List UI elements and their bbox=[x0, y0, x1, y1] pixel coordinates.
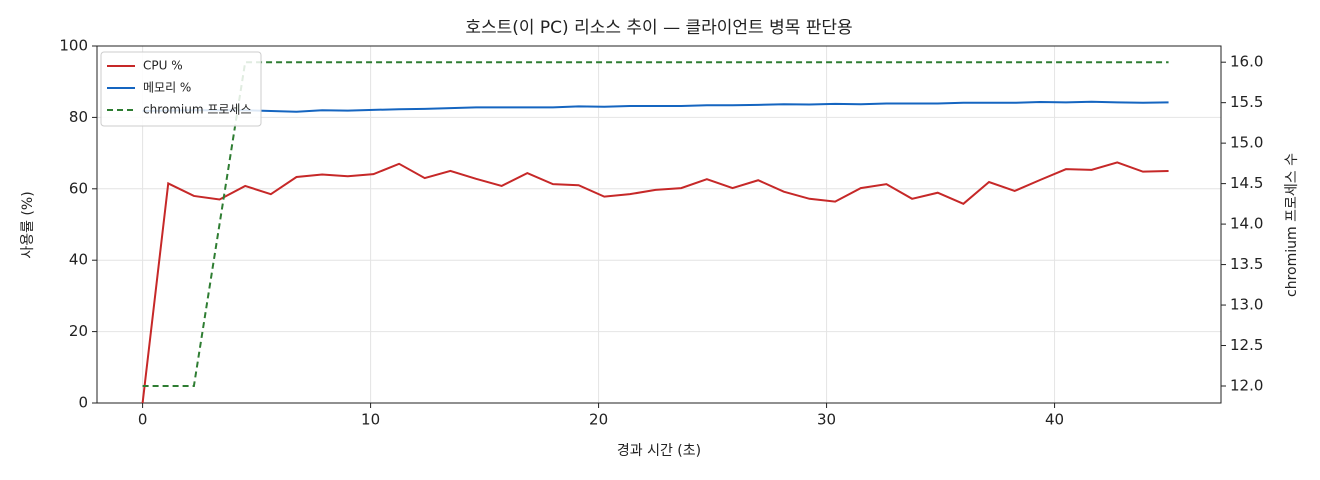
series-line bbox=[141, 161, 1169, 404]
series-line bbox=[142, 100, 1169, 113]
y2-tick-label: 16.0 bbox=[1230, 53, 1263, 71]
y-tick-label: 40 bbox=[69, 251, 88, 269]
y2-tick-label: 14.5 bbox=[1230, 174, 1263, 192]
y2-tick-label: 15.5 bbox=[1230, 93, 1263, 111]
legend: CPU % 메모리 % chromium 프로세스 bbox=[100, 51, 262, 127]
y2-tick-label: 14.0 bbox=[1230, 215, 1263, 233]
plot-frame bbox=[96, 45, 1222, 404]
chart-title: 호스트(이 PC) 리소스 추이 — 클라이언트 병목 판단용 bbox=[465, 18, 852, 38]
y2-tick-label: 13.0 bbox=[1230, 296, 1263, 314]
y2-tick-label: 15.0 bbox=[1230, 134, 1263, 152]
series-line bbox=[142, 61, 1169, 387]
y-tick-label: 20 bbox=[69, 322, 88, 340]
x-tick-label: 40 bbox=[1045, 411, 1064, 429]
x-tick-label: 0 bbox=[138, 411, 148, 429]
x-tick-label: 20 bbox=[589, 411, 608, 429]
legend-label: chromium 프로세스 bbox=[143, 103, 252, 117]
y-tick-label: 60 bbox=[69, 179, 88, 197]
x-tick-label: 10 bbox=[361, 411, 380, 429]
y2-axis-label: chromium 프로세스 수 bbox=[1284, 153, 1300, 297]
x-tick-label: 30 bbox=[817, 411, 836, 429]
y-tick-label: 0 bbox=[78, 394, 88, 412]
y-tick-label: 100 bbox=[59, 37, 88, 55]
y2-tick-label: 13.5 bbox=[1230, 255, 1263, 273]
y-tick-label: 80 bbox=[69, 108, 88, 126]
y2-tick-label: 12.5 bbox=[1230, 336, 1263, 354]
y-axis-label: 사용률 (%) bbox=[20, 191, 36, 258]
x-axis-label: 경과 시간 (초) bbox=[617, 443, 701, 459]
y2-tick-label: 12.0 bbox=[1230, 377, 1263, 395]
legend-label: 메모리 % bbox=[143, 81, 191, 95]
legend-box bbox=[100, 51, 262, 127]
legend-label: CPU % bbox=[143, 59, 183, 73]
